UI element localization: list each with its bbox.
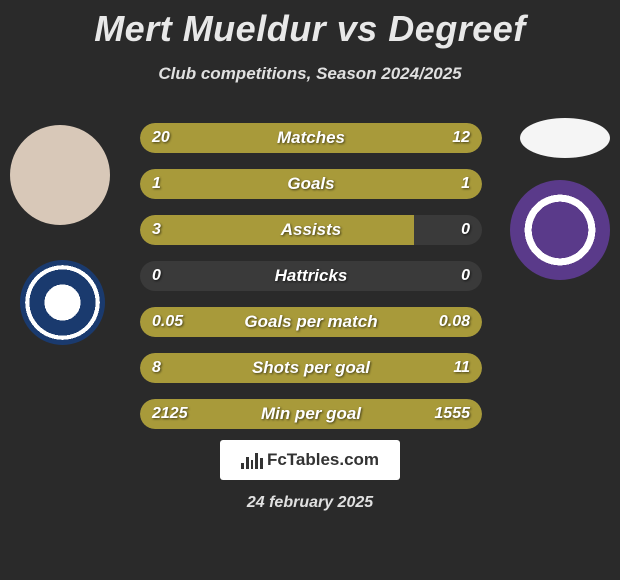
stat-label: Hattricks [140, 261, 482, 291]
stat-label: Matches [140, 123, 482, 153]
footer-date: 24 february 2025 [0, 494, 620, 512]
player-right-avatar [520, 118, 610, 158]
stats-container: 20 Matches 12 1 Goals 1 3 Assists 0 0 Ha… [140, 123, 482, 445]
stat-row-min-per-goal: 2125 Min per goal 1555 [140, 399, 482, 429]
stat-value-right: 0 [461, 261, 470, 291]
stat-label: Goals per match [140, 307, 482, 337]
stat-value-right: 12 [452, 123, 470, 153]
stat-row-hattricks: 0 Hattricks 0 [140, 261, 482, 291]
subtitle: Club competitions, Season 2024/2025 [0, 64, 620, 84]
stat-row-matches: 20 Matches 12 [140, 123, 482, 153]
stat-label: Min per goal [140, 399, 482, 429]
stat-value-right: 11 [453, 353, 470, 383]
stat-label: Shots per goal [140, 353, 482, 383]
stat-value-right: 1555 [434, 399, 470, 429]
stat-value-right: 0.08 [439, 307, 470, 337]
stat-row-goals-per-match: 0.05 Goals per match 0.08 [140, 307, 482, 337]
club-right-badge [510, 180, 610, 280]
footer-brand-text: FcTables.com [267, 450, 379, 470]
stat-value-right: 1 [461, 169, 470, 199]
stat-value-right: 0 [461, 215, 470, 245]
player-left-avatar [10, 125, 110, 225]
page-title: Mert Mueldur vs Degreef [0, 0, 620, 50]
footer-brand-logo[interactable]: FcTables.com [220, 440, 400, 480]
stat-row-goals: 1 Goals 1 [140, 169, 482, 199]
bar-chart-icon [241, 451, 263, 469]
stat-row-shots-per-goal: 8 Shots per goal 11 [140, 353, 482, 383]
club-left-badge [20, 260, 105, 345]
stat-label: Goals [140, 169, 482, 199]
stat-row-assists: 3 Assists 0 [140, 215, 482, 245]
stat-label: Assists [140, 215, 482, 245]
